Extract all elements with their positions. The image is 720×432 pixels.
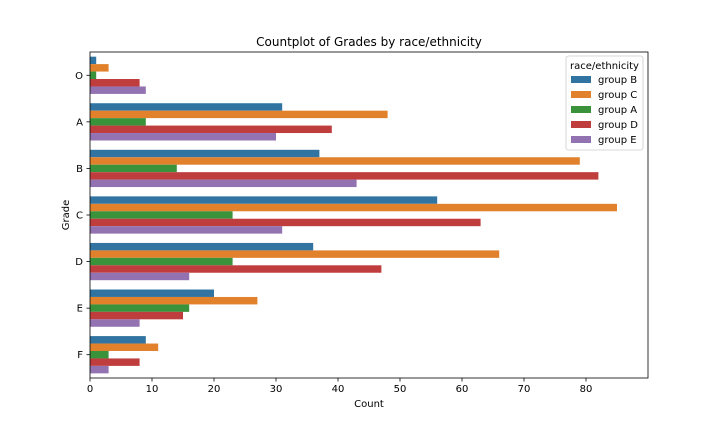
bar-b-group-c [90,157,580,165]
x-tick-label: 60 [456,384,469,395]
x-axis-label: Count [354,399,384,410]
bar-c-group-b [90,196,438,204]
bar-o-group-d [90,79,140,87]
x-tick-label: 0 [87,384,93,395]
legend-swatch [571,76,591,83]
bar-d-group-b [90,242,314,251]
x-tick-label: 20 [208,384,221,395]
bar-f-group-a [90,350,109,359]
bar-d-group-c [90,250,500,258]
bar-e-group-e [90,319,140,327]
bar-e-group-d [90,311,183,320]
y-tick-label: O [75,71,83,82]
x-tick-label: 40 [332,384,345,395]
bar-c-group-e [90,226,283,234]
bar-e-group-c [90,296,258,305]
x-tick-label: 30 [270,384,283,395]
y-axis-label: Grade [61,200,72,231]
bar-b-group-b [90,149,320,158]
bar-a-group-d [90,125,332,134]
bar-d-group-a [90,257,233,266]
legend-entry-label: group A [598,105,637,116]
bar-o-group-b [90,56,97,65]
y-axis-ticks: O A B C D E F [75,71,90,361]
x-tick-label: 80 [580,384,593,395]
bar-c-group-a [90,211,233,219]
y-tick-label: F [77,350,83,361]
legend-entry-label: group E [598,135,637,146]
y-tick-label: D [75,257,83,268]
bar-a-group-c [90,110,388,119]
bar-f-group-d [90,358,140,366]
y-tick-label: B [76,164,83,175]
bar-a-group-e [90,133,276,141]
bar-o-group-e [90,86,146,94]
bar-d-group-e [90,272,190,281]
bar-b-group-a [90,164,177,173]
bar-e-group-b [90,289,214,297]
legend: race/ethnicity group B group C group A group… [565,55,644,151]
bar-d-group-d [90,265,382,273]
bar-b-group-d [90,172,599,180]
legend-entry-label: group D [598,120,638,131]
legend-swatch [571,136,591,143]
bar-a-group-b [90,103,283,111]
y-tick-label: E [77,304,83,315]
bar-e-group-a [90,304,190,312]
y-tick-label: A [76,117,83,128]
bar-c-group-c [90,203,617,212]
x-tick-label: 50 [394,384,407,395]
bar-c-group-d [90,218,481,227]
bar-o-group-a [90,71,97,80]
bars-group [90,56,617,374]
legend-title: race/ethnicity [570,61,639,72]
bar-f-group-b [90,336,146,344]
y-tick-label: C [76,211,83,222]
legend-entry-label: group B [598,75,637,86]
legend-swatch [571,91,591,98]
x-axis-ticks: 0 10 20 30 40 50 60 70 80 [87,378,593,395]
bar-o-group-c [90,64,109,72]
legend-entry-label: group C [598,90,637,101]
legend-swatch [571,106,591,113]
bar-b-group-e [90,179,357,188]
bar-f-group-c [90,343,159,351]
legend-swatch [571,121,591,128]
x-tick-label: 70 [518,384,531,395]
x-tick-label: 10 [146,384,159,395]
chart-title: Countplot of Grades by race/ethnicity [256,35,482,49]
bar-a-group-a [90,118,146,126]
bar-f-group-e [90,365,109,374]
